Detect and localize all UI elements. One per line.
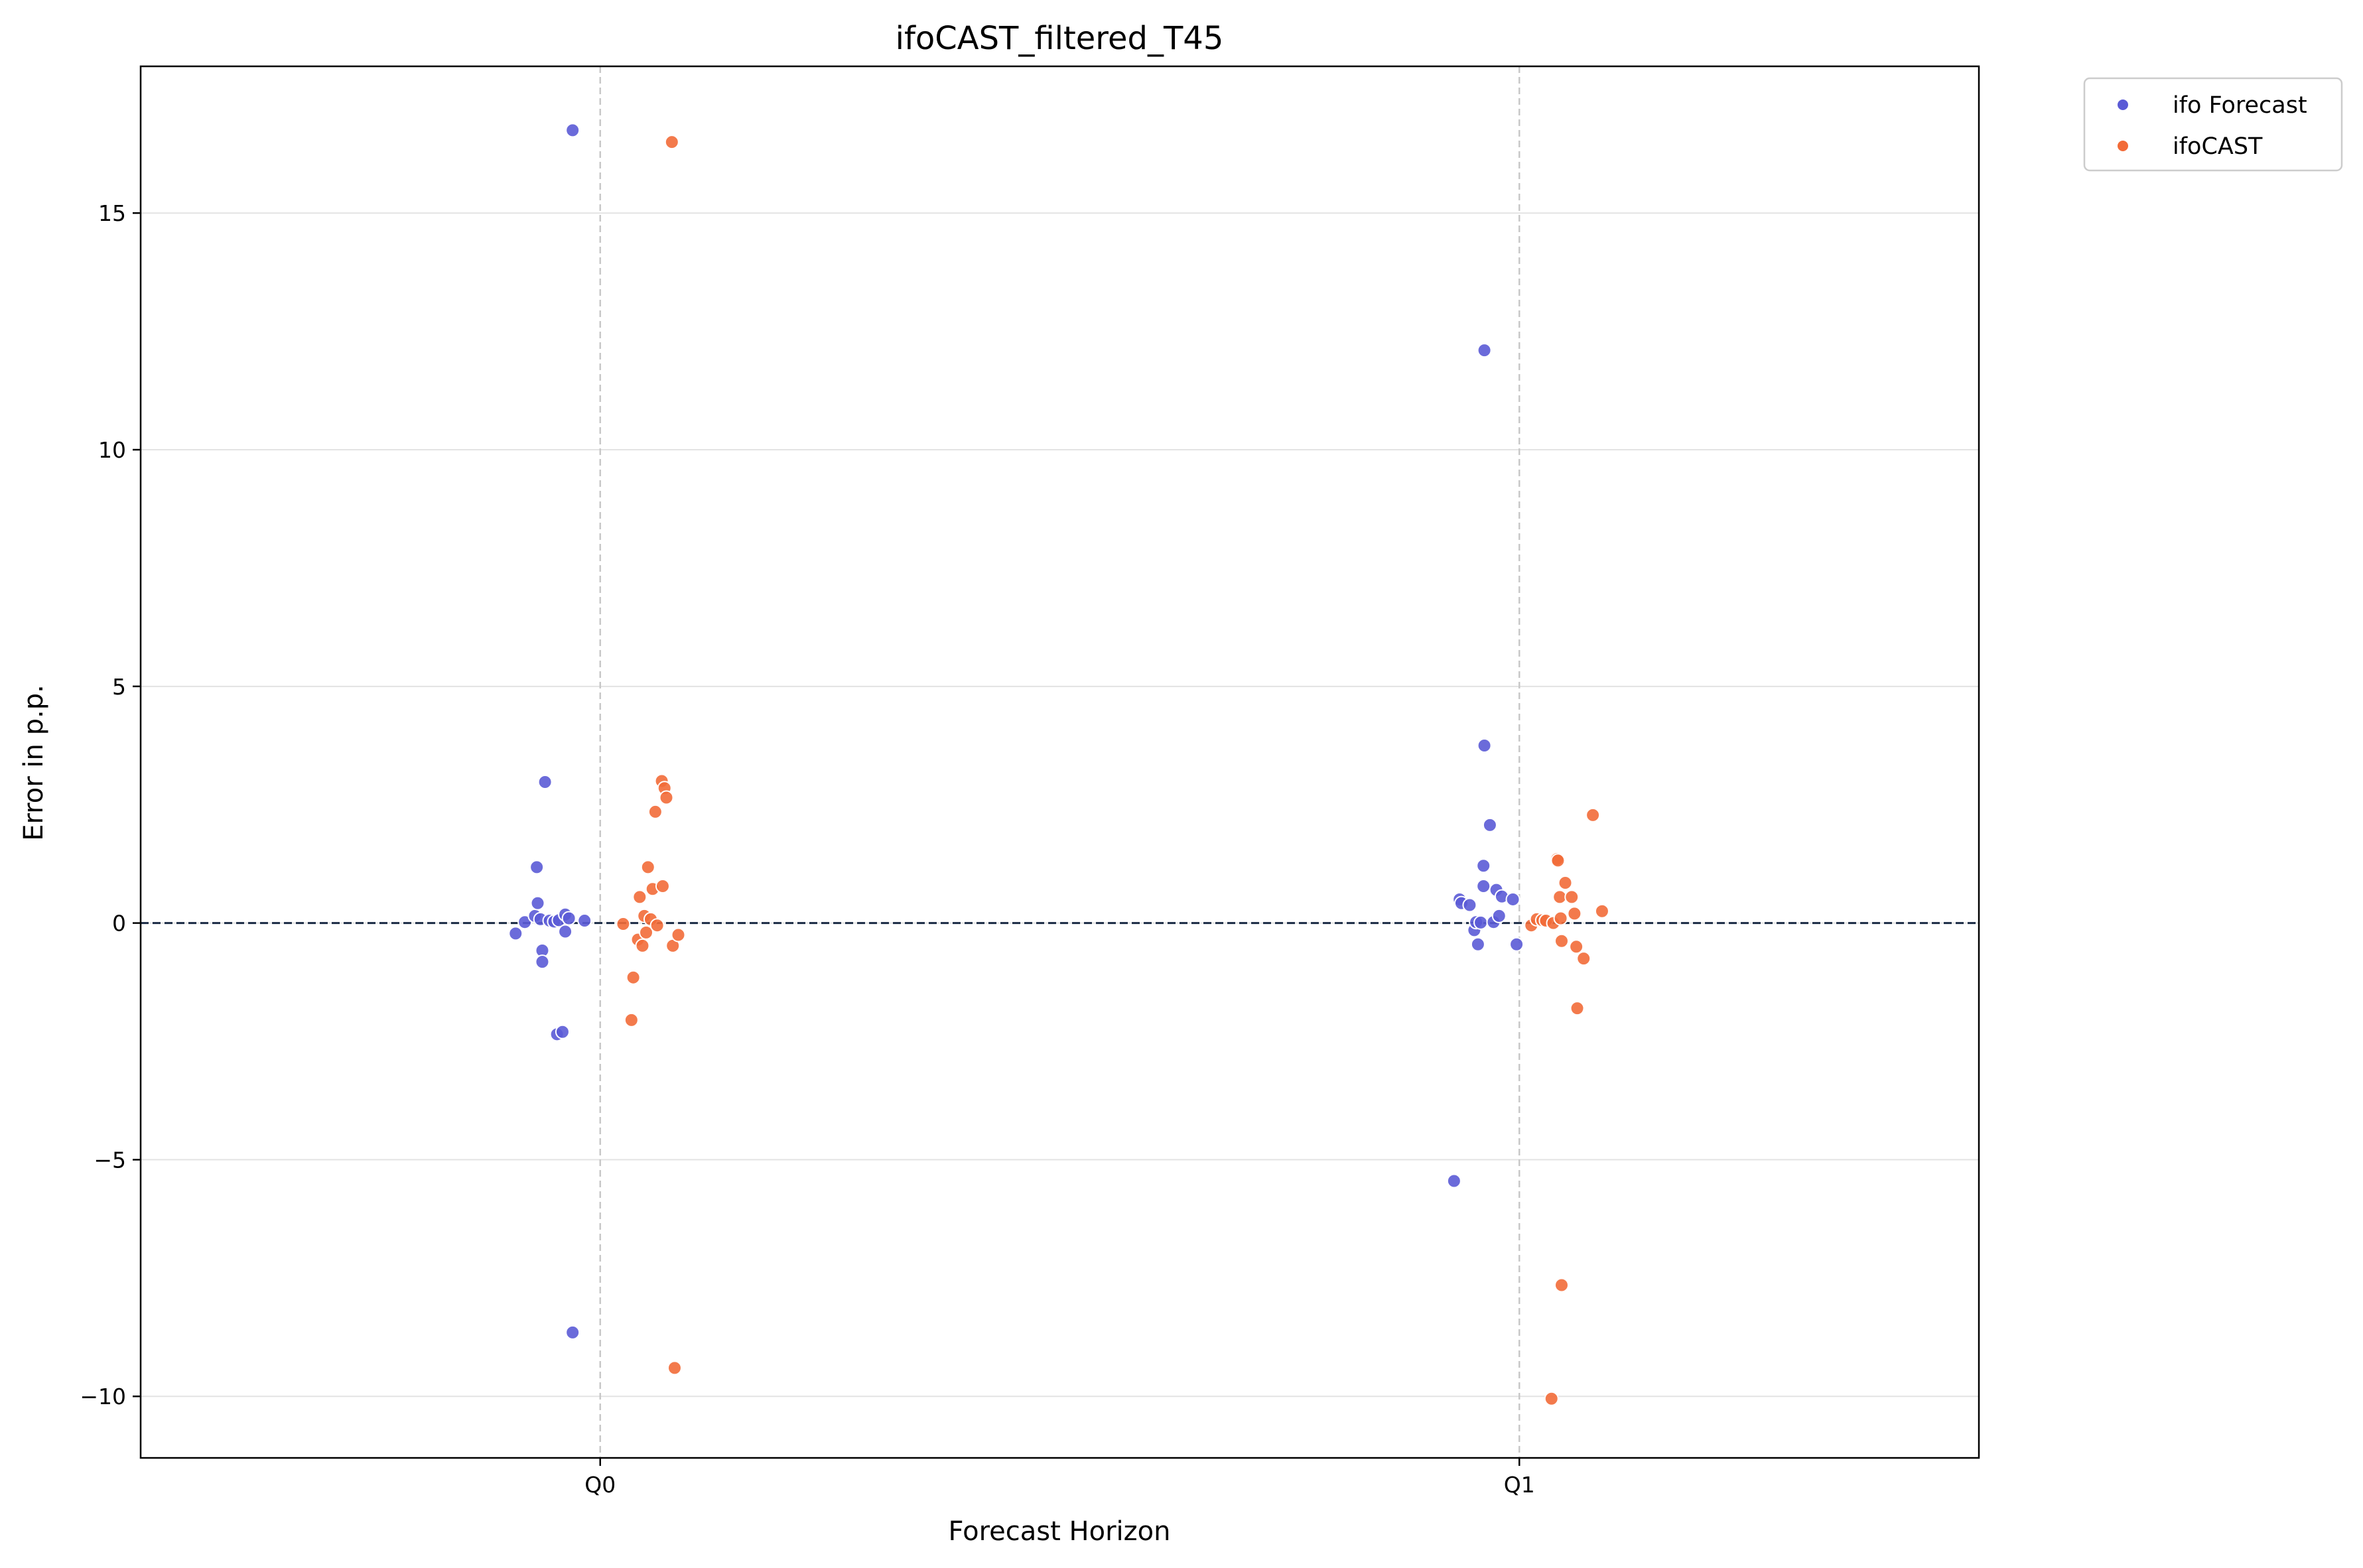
data-point (1476, 858, 1491, 874)
data-point (624, 1012, 639, 1027)
data-point (1491, 908, 1507, 923)
x-tick-label: Q1 (1504, 1472, 1535, 1498)
data-point (530, 895, 545, 911)
data-point (1446, 1173, 1461, 1189)
data-point (1552, 889, 1568, 905)
plot-area (139, 65, 1980, 1459)
data-point (1476, 878, 1491, 893)
data-point (1554, 1277, 1569, 1293)
series-ifocast (616, 135, 1609, 1406)
y-tick-label: 15 (98, 200, 126, 226)
legend-label-ifo-forecast: ifo Forecast (2173, 92, 2307, 119)
data-point (1569, 939, 1584, 954)
data-point (1473, 915, 1489, 930)
data-point (632, 889, 647, 905)
data-point (1544, 1391, 1559, 1406)
legend-box (2083, 77, 2343, 172)
legend-label-ifocast: ifoCAST (2173, 133, 2263, 160)
data-point (659, 790, 674, 805)
y-tick-label: 10 (98, 437, 126, 463)
y-tick-label: 5 (112, 674, 126, 700)
data-point (508, 926, 523, 941)
data-point (649, 918, 665, 933)
data-point (1509, 937, 1524, 952)
data-point (667, 1360, 682, 1376)
data-point (664, 135, 679, 150)
data-point (565, 123, 580, 138)
x-axis-label: Forecast Horizon (949, 1516, 1171, 1547)
data-point (537, 774, 553, 789)
data-point (647, 804, 663, 819)
data-point (1567, 906, 1582, 921)
x-tick-label: Q0 (584, 1472, 616, 1498)
data-point (1505, 891, 1520, 907)
data-point (1470, 937, 1485, 952)
data-point (635, 938, 650, 953)
data-point (1477, 343, 1492, 358)
data-point (1477, 738, 1492, 753)
data-point (671, 927, 686, 943)
data-point (1576, 951, 1591, 966)
data-point (1462, 897, 1477, 913)
category-guide-lines (599, 66, 1520, 1458)
legend-marker-ifocast (2116, 139, 2129, 153)
data-point (655, 878, 670, 893)
data-point (561, 911, 576, 926)
data-point (577, 913, 592, 929)
y-axis-label: Error in p.p. (19, 685, 49, 841)
data-point (639, 925, 654, 940)
plot-frame (139, 65, 1980, 1459)
data-point (529, 860, 545, 875)
data-point (558, 924, 573, 939)
data-point (535, 954, 550, 970)
data-point (1553, 911, 1568, 926)
data-point (626, 970, 641, 985)
data-point (1482, 817, 1497, 832)
data-point (1554, 933, 1569, 948)
data-point (1594, 903, 1609, 919)
data-point (1558, 875, 1573, 890)
y-tick-label: 0 (112, 911, 126, 937)
data-point (616, 917, 631, 932)
points-layer (508, 123, 1609, 1406)
data-point (565, 1325, 580, 1340)
chart-title: ifoCAST_filtered_T45 (896, 20, 1224, 57)
series-ifo-forecast (508, 123, 1524, 1340)
data-point (640, 860, 655, 875)
x-axis-ticks: Q0 Q1 (584, 1458, 1535, 1498)
data-point (1550, 853, 1566, 868)
data-point (1570, 1001, 1585, 1016)
y-tick-label: −10 (80, 1384, 126, 1409)
data-point (1564, 889, 1580, 905)
legend-marker-ifo-forecast (2116, 98, 2129, 111)
data-point (1586, 807, 1601, 822)
data-point (555, 1024, 570, 1039)
y-tick-label: −5 (94, 1147, 126, 1173)
legend: ifo Forecast ifoCAST (2083, 77, 2343, 172)
y-axis-ticks: −10 −5 0 5 10 15 (80, 200, 141, 1409)
